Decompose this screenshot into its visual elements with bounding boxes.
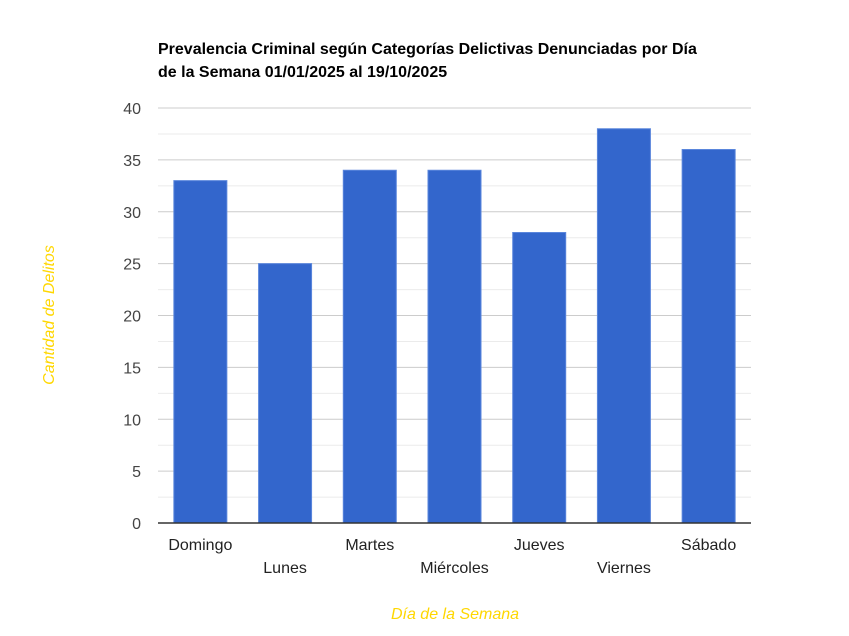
bar-martes bbox=[342, 169, 397, 524]
y-tick-label: 10 bbox=[123, 412, 141, 429]
bars bbox=[173, 128, 736, 524]
y-tick-label: 0 bbox=[132, 516, 141, 533]
x-tick-label: Sábado bbox=[681, 537, 736, 554]
y-tick-label: 25 bbox=[123, 257, 141, 274]
x-tick-label: Martes bbox=[345, 537, 394, 554]
y-tick-label: 40 bbox=[123, 101, 141, 118]
y-axis-ticks: 0 5 10 15 20 25 30 35 40 bbox=[123, 101, 141, 533]
bar-domingo bbox=[173, 180, 228, 524]
y-tick-label: 15 bbox=[123, 360, 141, 377]
chart-title-line-2: de la Semana 01/01/2025 al 19/10/2025 bbox=[158, 64, 447, 81]
x-tick-label: Jueves bbox=[514, 537, 565, 554]
chart-title-line-1: Prevalencia Criminal según Categorías De… bbox=[158, 41, 697, 58]
y-tick-label: 20 bbox=[123, 309, 141, 326]
bar-viernes bbox=[596, 128, 651, 524]
x-axis-ticks: Domingo Lunes Martes Miércoles Jueves Viernes… bbox=[168, 537, 736, 577]
x-tick-label: Lunes bbox=[263, 560, 307, 577]
bar-jueves bbox=[512, 232, 567, 524]
y-axis-title: Cantidad de Delitos bbox=[41, 245, 58, 385]
bar-miércoles bbox=[427, 169, 482, 524]
y-tick-label: 35 bbox=[123, 153, 141, 170]
y-tick-label: 30 bbox=[123, 205, 141, 222]
x-axis-title: Día de la Semana bbox=[391, 606, 519, 623]
chart-title: Prevalencia Criminal según Categorías De… bbox=[158, 41, 697, 81]
x-tick-label: Miércoles bbox=[420, 560, 488, 577]
x-tick-label: Domingo bbox=[168, 537, 232, 554]
x-tick-label: Viernes bbox=[597, 560, 651, 577]
bar-lunes bbox=[258, 263, 313, 524]
bar-sábado bbox=[681, 149, 736, 524]
y-tick-label: 5 bbox=[132, 464, 141, 481]
